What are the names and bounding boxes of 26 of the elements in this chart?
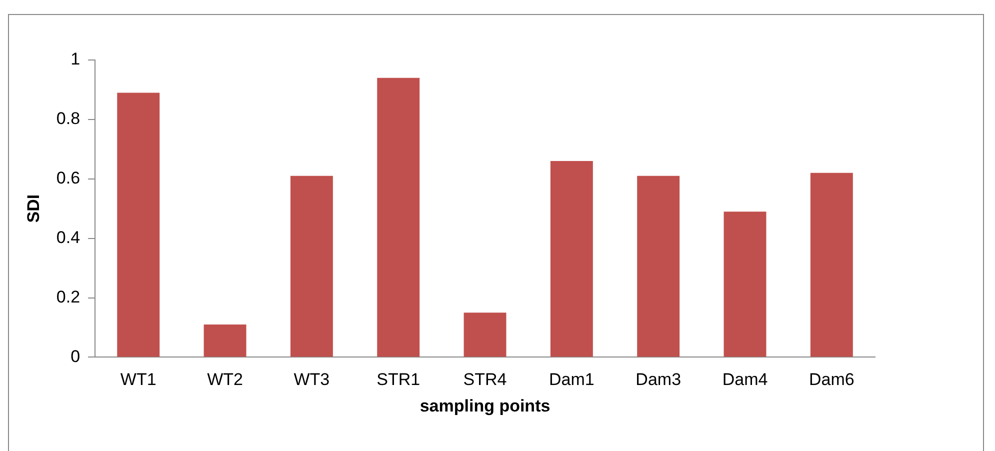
bar (377, 78, 420, 357)
x-tick-label: WT3 (294, 370, 330, 390)
x-tick-label: STR4 (463, 370, 507, 390)
x-tick-label: WT2 (207, 370, 243, 390)
bar (117, 92, 160, 357)
bar (637, 176, 680, 357)
y-tick-label: 1 (70, 50, 80, 69)
y-tick-label: 0.8 (56, 109, 80, 128)
x-tick-label: Dam3 (636, 370, 682, 390)
y-tick-label: 0.4 (56, 228, 80, 248)
bar (724, 212, 766, 357)
bar (550, 161, 593, 357)
y-axis-title: SDI (24, 194, 43, 223)
y-tick-label: 0.2 (56, 287, 80, 306)
bar (810, 172, 853, 357)
x-tick-label: STR1 (376, 370, 420, 390)
y-tick-label: 0.6 (56, 168, 80, 188)
bar (464, 312, 506, 357)
y-tick-label: 0 (70, 346, 80, 366)
bar (204, 324, 246, 357)
x-tick-label: Dam6 (808, 370, 854, 390)
x-axis-title: sampling points (420, 396, 550, 416)
x-tick-label: Dam1 (549, 370, 594, 390)
x-tick-label: Dam4 (722, 370, 768, 390)
x-tick-label: WT1 (120, 370, 156, 390)
bar (290, 176, 333, 357)
